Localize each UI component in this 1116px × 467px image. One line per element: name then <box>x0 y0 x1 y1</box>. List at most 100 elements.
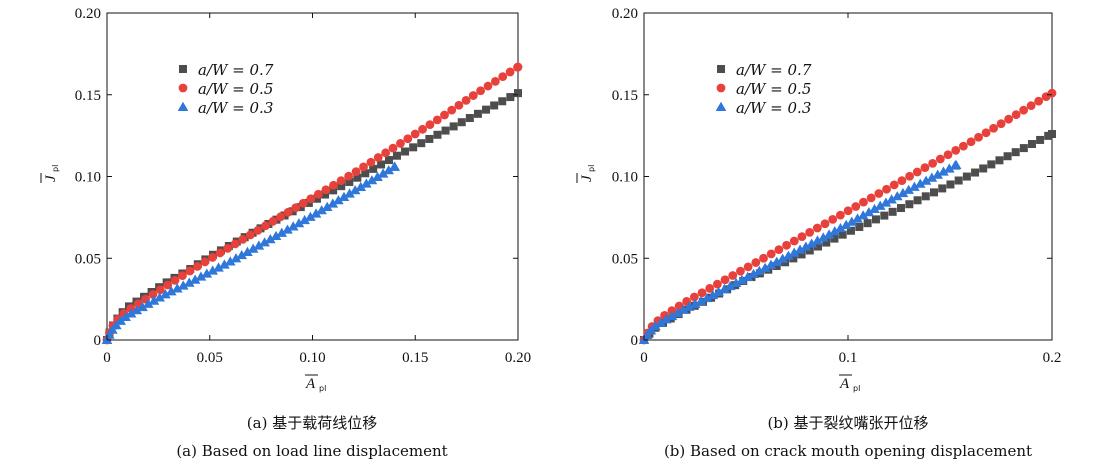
data-point-b-2-14 <box>713 286 724 297</box>
data-point-b-2-32 <box>818 232 829 242</box>
data-point-a-1-42 <box>403 134 413 144</box>
data-point-a-0-47 <box>457 118 466 127</box>
x-tick-label-b-0: 0 <box>640 350 648 366</box>
data-point-a-0-35 <box>361 169 370 178</box>
data-point-a-0-28 <box>304 198 313 207</box>
caption-cn-a: (a) 基于载荷线位移 <box>247 414 377 432</box>
data-point-b-2-25 <box>777 253 788 263</box>
data-point-b-2-56 <box>950 159 962 170</box>
data-point-a-1-36 <box>359 162 368 172</box>
data-point-a-0-53 <box>506 93 515 102</box>
data-point-a-1-37 <box>366 157 376 167</box>
x-axis-subscript-b: pl <box>853 384 860 393</box>
data-point-a-0-37 <box>377 160 386 169</box>
data-point-b-1-22 <box>797 232 807 242</box>
data-point-a-1-41 <box>396 139 405 148</box>
data-point-b-1-38 <box>920 163 930 173</box>
x-tick-label-a-3: 0.15 <box>402 350 428 366</box>
data-point-a-1-12 <box>178 271 187 281</box>
legend-marker-a-0 <box>179 65 187 73</box>
data-point-a-1-56 <box>505 67 515 77</box>
data-point-b-1-27 <box>836 210 845 220</box>
data-point-b-2-30 <box>806 238 817 248</box>
data-point-a-1-25 <box>276 212 285 222</box>
data-point-a-2-25 <box>236 249 248 260</box>
data-point-b-0-24 <box>830 234 839 243</box>
data-point-a-1-34 <box>344 171 354 181</box>
data-point-a-2-41 <box>327 198 339 208</box>
series-b-square <box>640 129 1056 344</box>
data-point-b-2-28 <box>794 244 806 254</box>
data-point-b-0-46 <box>1011 148 1020 157</box>
data-point-a-2-27 <box>247 243 259 253</box>
data-point-b-2-10 <box>689 298 701 308</box>
x-tick-label-b-1: 0.1 <box>839 350 858 366</box>
data-point-b-2-26 <box>783 250 794 260</box>
data-point-b-0-36 <box>929 188 938 197</box>
data-point-a-2-8 <box>137 301 148 312</box>
data-point-b-0-34 <box>913 196 922 205</box>
y-tick-label-a-4: 0.20 <box>75 6 101 22</box>
data-point-a-1-30 <box>313 189 323 199</box>
data-point-b-0-42 <box>979 164 988 173</box>
data-point-a-2-15 <box>177 280 189 290</box>
legend-label-a-1: a/W = 0.5 <box>198 80 273 98</box>
data-point-a-2-39 <box>316 205 327 215</box>
data-point-b-0-25 <box>838 230 847 239</box>
data-point-a-1-46 <box>432 115 442 125</box>
data-point-b-1-45 <box>974 132 983 142</box>
data-point-a-1-33 <box>336 176 346 186</box>
data-point-b-2-17 <box>730 277 742 288</box>
data-point-a-0-31 <box>329 186 338 195</box>
data-point-a-2-49 <box>372 171 383 181</box>
data-point-b-2-24 <box>771 256 783 266</box>
data-point-b-1-42 <box>951 146 961 155</box>
data-point-b-1-48 <box>996 119 1006 129</box>
series-a-triangle <box>101 161 400 344</box>
data-point-a-0-40 <box>401 147 410 156</box>
legend-label-a-0: a/W = 0.7 <box>198 61 274 79</box>
data-point-b-0-33 <box>905 200 914 209</box>
data-point-a-0-46 <box>449 122 458 131</box>
data-point-b-2-50 <box>920 175 932 185</box>
data-point-b-2-51 <box>926 172 938 182</box>
caption-en-b: (b) Based on crack mouth opening displac… <box>664 442 1032 460</box>
data-point-a-1-38 <box>373 153 383 162</box>
y-tick-label-b-0: 0 <box>631 333 639 349</box>
data-point-b-0-19 <box>789 254 798 263</box>
data-point-a-0-45 <box>441 126 450 135</box>
data-point-a-1-15 <box>200 257 210 267</box>
data-point-a-0-51 <box>490 101 499 110</box>
data-point-b-1-53 <box>1034 96 1044 106</box>
data-point-a-0-30 <box>321 190 330 199</box>
data-point-b-2-22 <box>759 262 771 272</box>
data-point-a-2-5 <box>120 311 131 321</box>
data-point-a-1-52 <box>476 86 486 96</box>
data-point-a-2-12 <box>160 289 171 299</box>
x-tick-label-a-2: 0.10 <box>299 350 325 366</box>
data-point-b-2-29 <box>800 241 812 251</box>
data-point-b-1-23 <box>805 227 815 237</box>
data-point-a-1-44 <box>418 124 427 134</box>
data-point-a-1-20 <box>238 234 248 244</box>
data-point-b-2-6 <box>666 310 678 321</box>
panel-b: 0 0.1 0.200.050.100.150.20 A pl J pl a/W =… <box>576 6 1061 460</box>
data-point-b-0-28 <box>863 219 872 228</box>
data-point-b-0-17 <box>772 261 781 270</box>
data-point-a-1-49 <box>454 100 464 110</box>
data-point-b-2-11 <box>695 295 707 306</box>
data-point-b-2-40 <box>863 207 875 217</box>
data-point-b-1-35 <box>897 176 907 185</box>
y-tick-label-a-2: 0.10 <box>75 170 101 186</box>
data-point-b-1-32 <box>874 189 884 198</box>
data-point-b-2-37 <box>846 216 858 226</box>
data-point-a-2-13 <box>165 286 177 296</box>
data-point-b-2-38 <box>852 213 863 223</box>
data-point-a-1-35 <box>351 167 361 177</box>
data-point-b-1-8 <box>689 292 699 302</box>
data-point-a-0-52 <box>498 97 507 106</box>
data-point-b-1-16 <box>751 258 761 267</box>
data-point-a-2-10 <box>148 295 160 305</box>
data-point-a-2-26 <box>242 246 253 256</box>
data-point-b-2-49 <box>914 178 926 188</box>
